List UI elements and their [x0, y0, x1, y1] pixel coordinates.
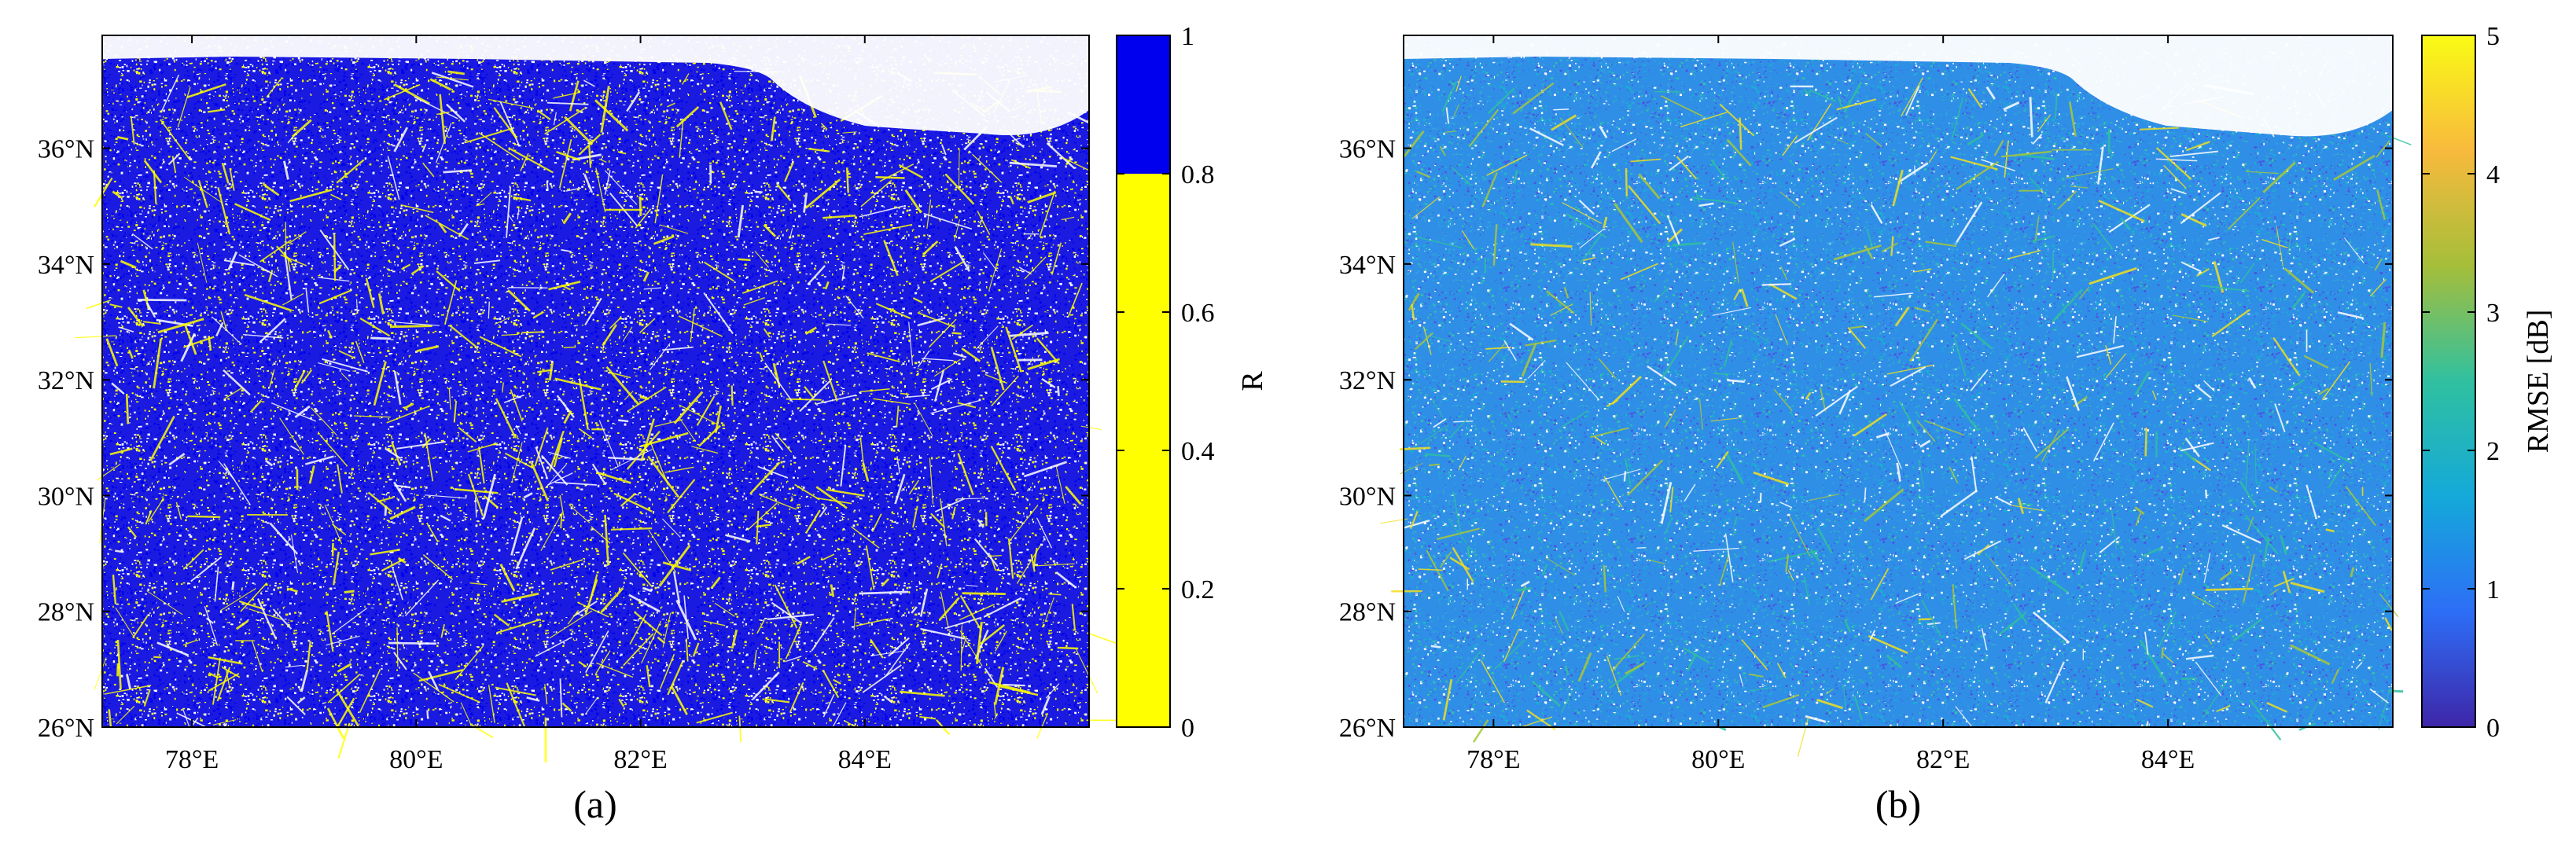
- caption-b: (b): [1875, 782, 1921, 826]
- x-tick-label-b: 78°E: [1466, 745, 1520, 774]
- colorbar-tick-label-a: 0: [1181, 714, 1194, 743]
- panel-a: 78°E 80°E 82°E 84°E 26°N 28°N 30°N 32°N 34°N 36°N…: [38, 22, 1269, 826]
- y-tick-label-a: 36°N: [38, 135, 94, 164]
- y-tick-label-a: 32°N: [38, 366, 94, 395]
- colorbar-tick-label-b: 3: [2486, 299, 2500, 328]
- yellow-streaks-a: [75, 70, 1131, 762]
- y-tick-label-a: 34°N: [38, 251, 94, 280]
- no-data-region-a: [102, 35, 1089, 135]
- x-tick-label-b: 80°E: [1691, 745, 1745, 774]
- no-data-region-b: [1404, 35, 2393, 137]
- y-tick-label-a: 28°N: [38, 598, 94, 627]
- axis-ticks-b: 78°E 80°E 82°E 84°E 26°N 28°N 30°N 32°N 34°N 36°N: [1339, 35, 2393, 774]
- map-texture-a: [102, 35, 1089, 727]
- colorbar-tick-label-b: 4: [2486, 160, 2500, 189]
- y-tick-label-a: 26°N: [38, 714, 94, 743]
- y-tick-label-b: 32°N: [1339, 366, 1396, 395]
- axis-ticks-a: 78°E 80°E 82°E 84°E 26°N 28°N 30°N 32°N 34°N 36°N: [38, 35, 1089, 774]
- colorbar-tick-label-a: 0.6: [1181, 299, 1215, 328]
- panel-b: 78°E 80°E 82°E 84°E 26°N 28°N 30°N 32°N 34°N 36°N…: [1339, 22, 2555, 826]
- colorbar-b-frame: [2421, 35, 2476, 728]
- y-tick-label-b: 26°N: [1339, 714, 1396, 743]
- colorbar-tick-label-a: 0.4: [1181, 437, 1215, 466]
- map-area-a: [75, 35, 1131, 762]
- colorbar-tick-label-a: 0.8: [1181, 160, 1215, 189]
- map-frame-a: [101, 35, 1090, 728]
- colorbar-tick-label-b: 1: [2486, 575, 2500, 604]
- colorbar-a-label: R: [1236, 371, 1269, 391]
- x-tick-label-b: 84°E: [2141, 745, 2195, 774]
- colorbar-b-label: RMSE [dB]: [2522, 310, 2555, 454]
- high-rmse-streaks-b: [1380, 74, 2412, 761]
- colorbar-b: 0 1 2 3 4 5 RMSE [dB]: [2421, 22, 2555, 743]
- x-tick-label-a: 84°E: [838, 745, 892, 774]
- map-frame-b: [1403, 35, 2394, 728]
- colorbar-a: 0 0.2 0.4 0.6 0.8 1 R: [1116, 22, 1269, 743]
- colorbar-tick-label-a: 1: [1181, 22, 1194, 51]
- caption-a: (a): [573, 782, 617, 826]
- colorbar-tick-label-a: 0.2: [1181, 575, 1215, 604]
- y-tick-label-b: 28°N: [1339, 598, 1396, 627]
- colorbar-b-ticks: 0 1 2 3 4 5: [2422, 22, 2500, 743]
- colorbar-tick-label-b: 2: [2486, 437, 2500, 466]
- y-tick-label-b: 34°N: [1339, 251, 1396, 280]
- x-tick-label-a: 82°E: [613, 745, 667, 774]
- colorbar-a-segment-low: [1117, 174, 1170, 727]
- y-tick-label-a: 30°N: [38, 482, 94, 511]
- y-tick-label-b: 30°N: [1339, 482, 1396, 511]
- colorbar-a-ticks: 0 0.2 0.4 0.6 0.8 1: [1117, 22, 1215, 743]
- colorbar-a-segment-high: [1117, 35, 1170, 174]
- map-area-b: [1380, 35, 2412, 761]
- x-tick-label-b: 82°E: [1916, 745, 1970, 774]
- x-tick-label-a: 78°E: [165, 745, 219, 774]
- colorbar-tick-label-b: 5: [2486, 22, 2500, 51]
- colorbar-a-frame: [1116, 35, 1171, 728]
- colorbar-tick-label-b: 0: [2486, 714, 2500, 743]
- x-tick-label-a: 80°E: [389, 745, 443, 774]
- colorbar-b-gradient: [2422, 35, 2475, 727]
- y-tick-label-b: 36°N: [1339, 135, 1396, 164]
